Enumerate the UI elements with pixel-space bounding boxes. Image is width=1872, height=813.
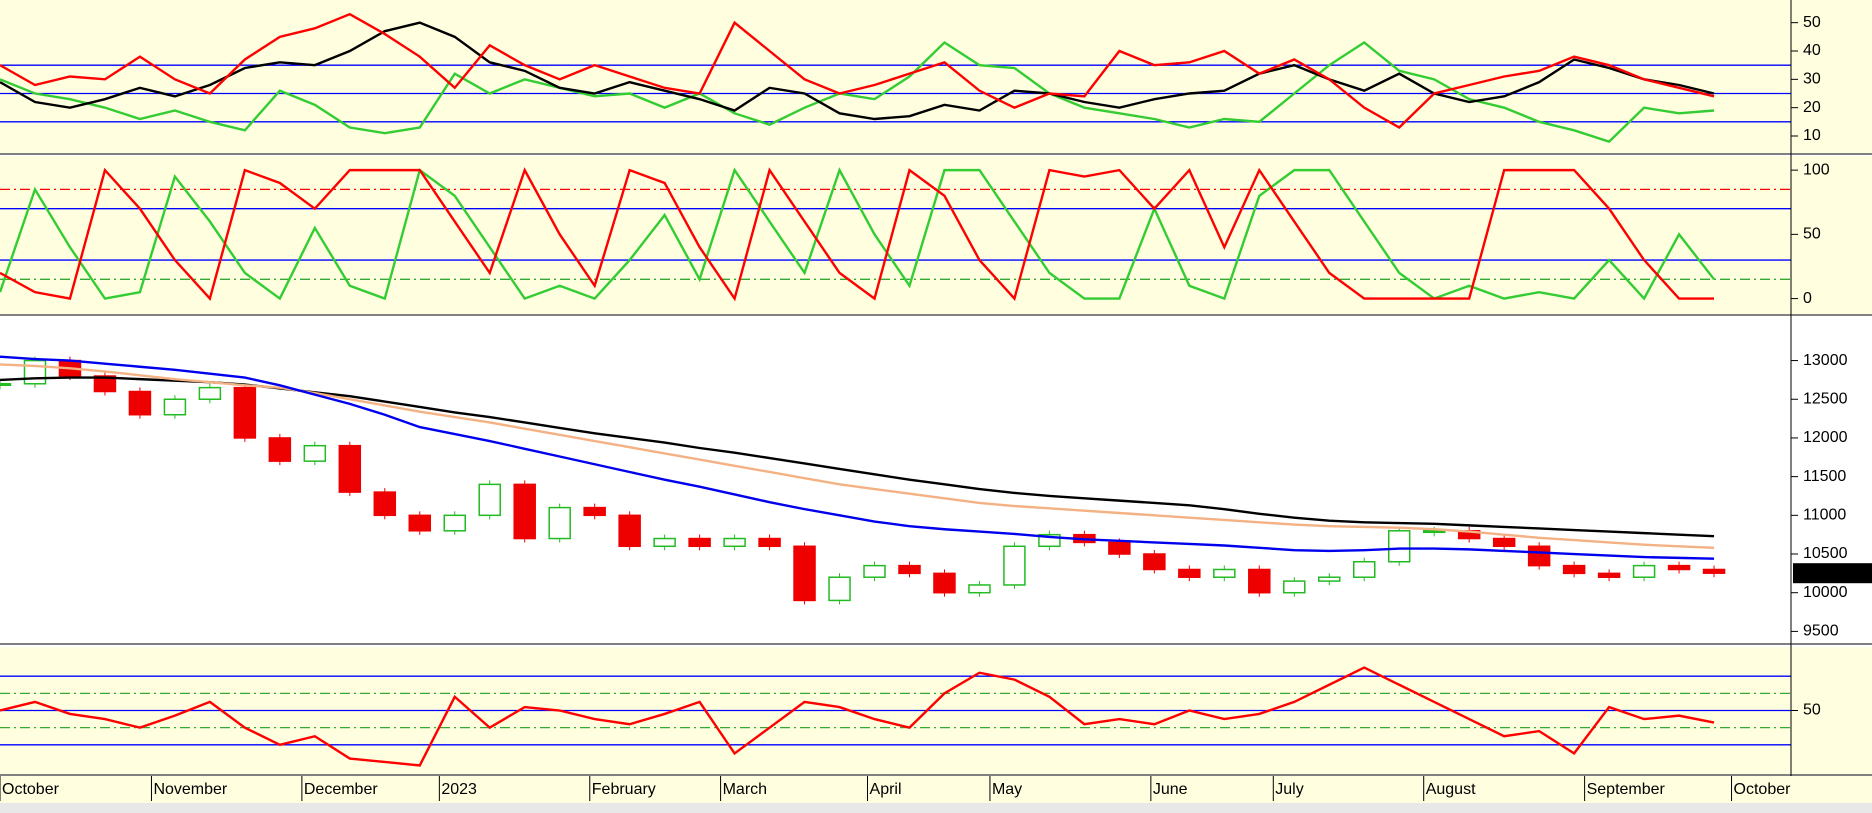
candle (863, 564, 886, 578)
candle (723, 537, 746, 548)
y-tick-label: 12000 (1803, 429, 1848, 446)
y-tick-label: 12500 (1803, 390, 1848, 407)
candle (443, 514, 466, 532)
panel-background (0, 156, 1791, 314)
candle (0, 383, 12, 387)
y-tick-label: 50 (1803, 702, 1821, 719)
x-tick-label: 2023 (441, 781, 477, 798)
candle (548, 506, 571, 540)
y-tick-label: 30 (1803, 71, 1821, 88)
candle (1352, 561, 1376, 578)
y-tick-label: 0 (1803, 290, 1812, 307)
y-tick-label: 40 (1803, 42, 1821, 59)
candle (933, 572, 956, 594)
indicator-line (0, 167, 1715, 302)
candle (1213, 568, 1236, 578)
axis-background (1791, 318, 1872, 643)
last-price-box (1793, 563, 1872, 584)
candle (268, 437, 292, 462)
y-tick-label: 10 (1803, 127, 1821, 144)
candle (688, 537, 711, 548)
x-tick-label: March (723, 781, 767, 798)
candle (758, 537, 781, 548)
panel-background (0, 0, 1791, 153)
candle (373, 491, 397, 517)
candle (1248, 568, 1271, 594)
y-tick-label: 11000 (1803, 507, 1846, 524)
x-tick-label: August (1426, 781, 1476, 798)
candle (898, 564, 921, 575)
candle (513, 483, 536, 540)
candle (1283, 580, 1306, 594)
axis-background (1791, 156, 1872, 314)
x-tick-label: July (1275, 781, 1303, 798)
y-tick-label: 20 (1803, 99, 1821, 116)
candle (93, 375, 117, 393)
x-tick-label: June (1153, 781, 1188, 798)
candle (233, 386, 257, 439)
x-tick-label: April (870, 781, 902, 798)
candle (163, 398, 187, 416)
candle (408, 514, 432, 532)
candle (583, 506, 606, 517)
candle (1318, 576, 1341, 582)
candle (828, 576, 851, 602)
x-tick-label: February (592, 781, 656, 798)
candle (1422, 530, 1446, 534)
y-tick-label: 100 (1803, 161, 1830, 178)
candle (1597, 572, 1621, 578)
candle (303, 444, 327, 462)
axis-background (1791, 647, 1872, 774)
candle (793, 545, 816, 602)
candle (1562, 564, 1586, 575)
x-tick-label: October (1734, 781, 1792, 798)
candle (23, 359, 47, 385)
x-tick-label: September (1587, 781, 1666, 798)
indicator-line (0, 40, 1715, 144)
candle (1492, 537, 1516, 548)
candle (1667, 564, 1691, 571)
y-tick-label: 13000 (1803, 352, 1848, 369)
y-tick-label: 50 (1803, 226, 1821, 243)
indicator-line (0, 666, 1715, 767)
candle (478, 483, 501, 517)
y-tick-label: 10000 (1803, 584, 1848, 601)
y-tick-label: 9500 (1803, 623, 1839, 640)
last-price-label: 10251.95 (1795, 564, 1862, 581)
x-axis-background (0, 776, 1872, 803)
candle (1632, 564, 1656, 578)
y-tick-label: 11500 (1803, 468, 1846, 485)
candle (128, 390, 152, 416)
candle (1038, 533, 1061, 548)
x-tick-label: December (304, 781, 378, 798)
x-tick-label: May (992, 781, 1022, 798)
candle (1143, 553, 1166, 571)
axis-background (1791, 0, 1872, 153)
y-tick-label: 10500 (1803, 545, 1848, 562)
x-tick-label: October (2, 781, 60, 798)
candle (338, 444, 362, 493)
indicator-line (0, 12, 1715, 129)
indicator-line (0, 363, 1715, 550)
status-bar (0, 803, 1872, 813)
candle (1387, 530, 1411, 563)
candle (1108, 541, 1131, 555)
candle (1702, 568, 1726, 574)
indicator-line (0, 355, 1715, 560)
candle (1178, 568, 1201, 578)
candle (618, 514, 641, 548)
candle (653, 537, 676, 548)
x-tick-label: November (153, 781, 227, 798)
candle (198, 386, 222, 400)
y-tick-label: 50 (1803, 14, 1821, 31)
indicator-line (0, 21, 1715, 121)
indicator-line (0, 167, 1715, 301)
candle (968, 584, 991, 594)
candle (1003, 545, 1026, 586)
panel-background (0, 318, 1791, 643)
candle (1527, 545, 1551, 567)
